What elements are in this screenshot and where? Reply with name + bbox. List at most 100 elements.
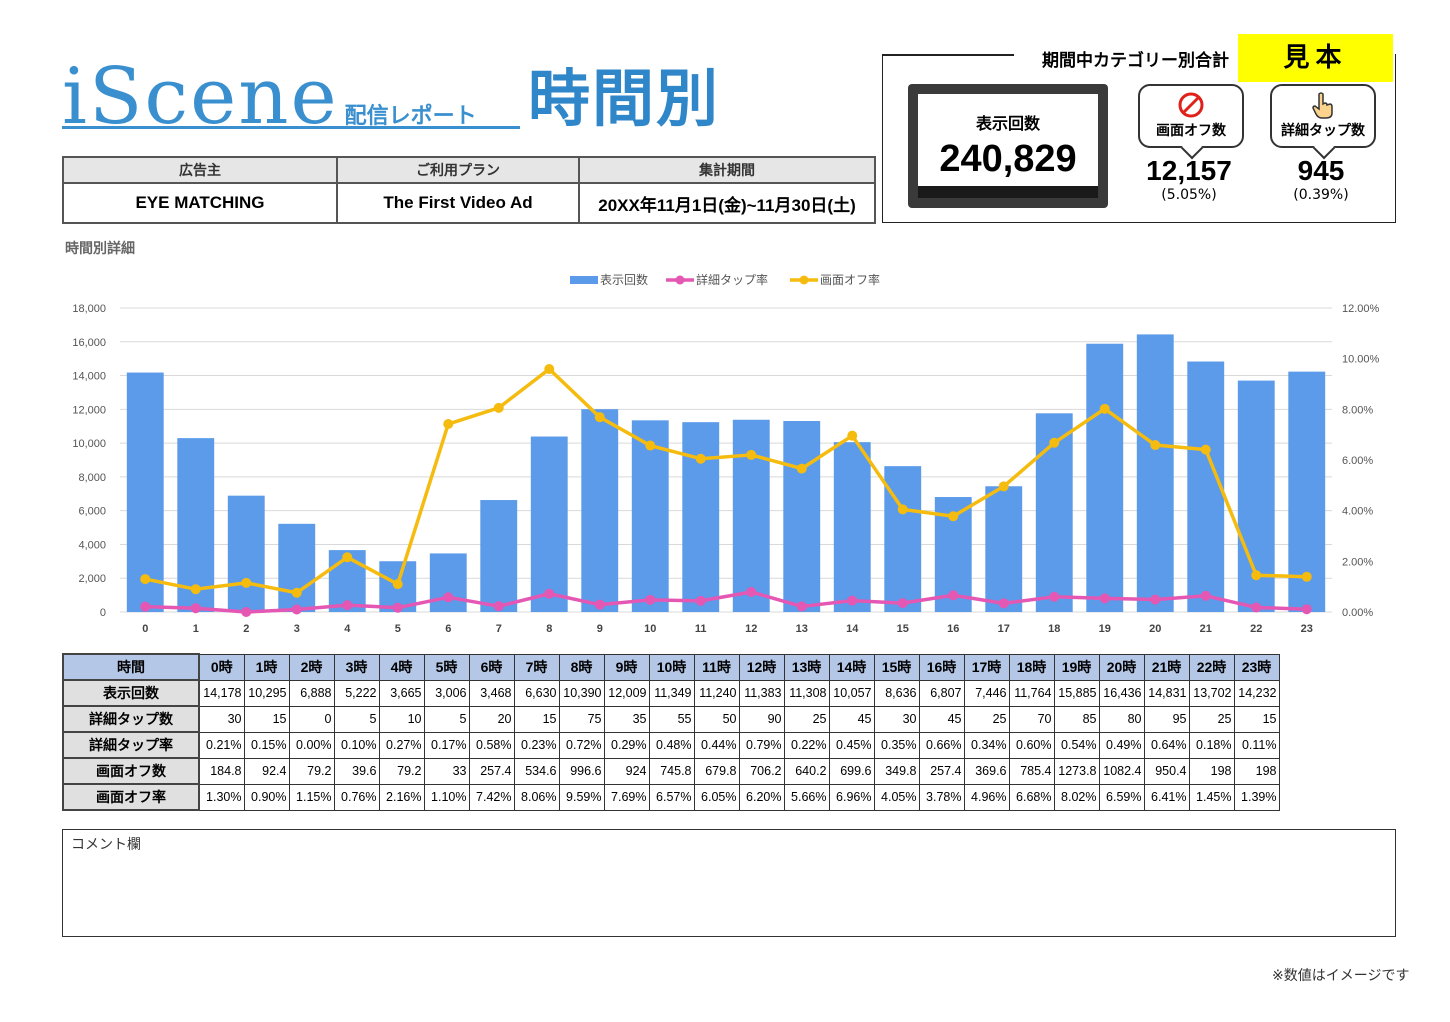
hour-header-18: 18時 <box>1008 653 1055 681</box>
hour-header-10: 10時 <box>648 653 695 681</box>
legend-swatch <box>570 276 598 284</box>
table-cell: 6.96% <box>828 783 875 811</box>
table-cell: 9.59% <box>558 783 605 811</box>
table-header-label: 時間 <box>62 653 200 681</box>
row-label: 画面オフ率 <box>62 783 200 811</box>
table-cell: 184.8 <box>198 757 245 785</box>
hour-header-9: 9時 <box>603 653 650 681</box>
table-cell: 640.2 <box>783 757 830 785</box>
table-cell: 1.39% <box>1233 783 1280 811</box>
table-cell: 15,885 <box>1053 679 1100 707</box>
line-point <box>695 595 706 606</box>
logo-underline <box>62 126 520 129</box>
line-point <box>746 449 757 460</box>
screen-off-label: 画面オフ数 <box>1156 123 1226 139</box>
hour-header-17: 17時 <box>963 653 1010 681</box>
y-tick-label: 18,000 <box>72 303 106 315</box>
table-cell: 6.41% <box>1143 783 1190 811</box>
table-cell: 10 <box>378 705 425 733</box>
row-label: 詳細タップ数 <box>62 705 200 733</box>
table-cell: 45 <box>828 705 875 733</box>
table-cell: 0.17% <box>423 731 470 759</box>
table-cell: 5.66% <box>783 783 830 811</box>
y-tick-label: 8,000 <box>78 472 106 484</box>
line-point <box>291 587 302 598</box>
row-label: 詳細タップ率 <box>62 731 200 759</box>
table-cell: 257.4 <box>468 757 515 785</box>
line-point <box>392 602 403 613</box>
hour-header-16: 16時 <box>918 653 965 681</box>
screen-off-pct: (5.05%) <box>1161 187 1217 203</box>
table-cell: 7,446 <box>963 679 1010 707</box>
x-tick-label: 9 <box>597 623 603 635</box>
table-cell: 30 <box>873 705 920 733</box>
y-tick-label: 12,000 <box>72 404 106 416</box>
table-cell: 3.78% <box>918 783 965 811</box>
line-point <box>1150 440 1161 451</box>
hour-header-7: 7時 <box>513 653 560 681</box>
y2-tick-label: 6.00% <box>1342 455 1373 467</box>
line-point <box>897 504 908 515</box>
table-cell: 0.48% <box>648 731 695 759</box>
bar <box>581 409 619 612</box>
table-cell: 1.30% <box>198 783 245 811</box>
section-title: 時間別詳細 <box>65 241 135 257</box>
table-cell: 25 <box>963 705 1010 733</box>
bar <box>480 500 518 612</box>
row-label: 表示回数 <box>62 679 200 707</box>
table-cell: 14,232 <box>1233 679 1280 707</box>
line-point <box>1099 593 1110 604</box>
table-cell: 1.10% <box>423 783 470 811</box>
bar <box>530 436 568 612</box>
table-cell: 0.49% <box>1098 731 1145 759</box>
detail-tap-pct: (0.39%) <box>1293 187 1349 203</box>
table-cell: 80 <box>1098 705 1145 733</box>
line-point <box>140 574 151 585</box>
table-cell: 3,665 <box>378 679 425 707</box>
line-point <box>998 481 1009 492</box>
x-tick-label: 23 <box>1301 623 1313 635</box>
line-point <box>1251 602 1262 613</box>
line-point <box>342 552 353 563</box>
advertiser-header: 広告主 <box>62 156 338 184</box>
y2-tick-label: 4.00% <box>1342 506 1373 518</box>
table-cell: 5 <box>333 705 380 733</box>
table-cell: 6,807 <box>918 679 965 707</box>
line-point <box>190 584 201 595</box>
table-cell: 79.2 <box>378 757 425 785</box>
table-row: 詳細タップ数 30 15 0 5 10 5 20 15 75 35 55 50 90 25 45 30 45 25 7… <box>62 705 1280 733</box>
table-cell: 55 <box>648 705 695 733</box>
table-cell: 11,383 <box>738 679 785 707</box>
x-tick-label: 4 <box>344 623 351 635</box>
bar <box>126 372 164 612</box>
line-point <box>695 453 706 464</box>
table-cell: 11,764 <box>1008 679 1055 707</box>
line-point <box>1200 444 1211 455</box>
table-cell: 8.06% <box>513 783 560 811</box>
table-cell: 13,702 <box>1188 679 1235 707</box>
table-cell: 8,636 <box>873 679 920 707</box>
comment-box[interactable]: コメント欄 <box>62 829 1396 937</box>
hour-header-4: 4時 <box>378 653 425 681</box>
y-tick-label: 6,000 <box>78 506 106 518</box>
table-cell: 14,178 <box>198 679 245 707</box>
table-cell: 0.29% <box>603 731 650 759</box>
table-cell: 6.59% <box>1098 783 1145 811</box>
bar <box>631 420 669 612</box>
y-tick-label: 16,000 <box>72 337 106 349</box>
bar <box>833 442 871 612</box>
detail-tap-bubble: 詳細タップ数 <box>1270 84 1376 160</box>
table-cell: 0.54% <box>1053 731 1100 759</box>
line-point <box>847 595 858 606</box>
line-point <box>1301 571 1312 582</box>
table-cell: 699.6 <box>828 757 875 785</box>
line-point <box>645 440 656 451</box>
screen-off-value: 12,157 <box>1146 155 1232 186</box>
x-tick-label: 11 <box>695 623 707 635</box>
table-cell: 4.96% <box>963 783 1010 811</box>
monitor-status-bar <box>918 186 1098 198</box>
hour-header-6: 6時 <box>468 653 515 681</box>
table-cell: 30 <box>198 705 245 733</box>
hour-header-14: 14時 <box>828 653 875 681</box>
line-point <box>746 586 757 597</box>
